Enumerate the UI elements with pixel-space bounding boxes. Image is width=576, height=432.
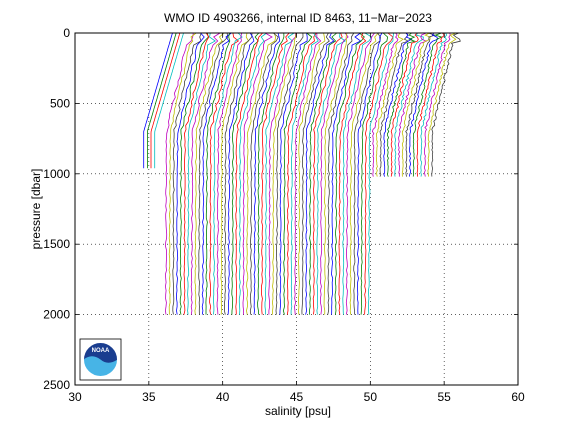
profile-line [319,32,349,315]
profile-line [367,32,395,315]
profile-line [420,32,448,177]
profile-line [242,32,273,315]
profile-line [279,32,308,315]
profile-line [412,32,443,177]
logo-text: NOAA [92,348,110,354]
profile-line [264,32,295,315]
profile-line [212,32,243,315]
profile-line [390,32,419,177]
profile-line [398,32,428,177]
profile-line [360,32,389,315]
profile-line [290,32,319,315]
profile-line [364,32,394,315]
profile-line [305,32,335,315]
profile-line [260,32,290,315]
x-tick-label: 35 [142,390,156,404]
profile-line [143,32,173,169]
profile-line [223,32,253,315]
x-tick-label: 50 [364,390,378,404]
profile-line [190,32,221,315]
y-tick-label: 2000 [43,308,70,322]
y-tick-label: 500 [50,96,70,110]
profile-line [282,32,313,315]
y-tick-label: 1000 [43,167,70,181]
profile-line [150,32,181,169]
profile-line [416,32,446,177]
profile-line [257,32,285,315]
profile-line [356,32,383,315]
profile-line [379,32,410,177]
profile-line [164,32,194,315]
y-tick-label: 1500 [43,237,70,251]
profile-line [334,32,365,315]
profile-line [271,32,297,315]
profile-line [253,32,281,315]
profile-line [231,32,260,315]
profile-line [201,32,232,315]
profile-line [268,32,296,315]
y-tick-label: 0 [63,26,70,40]
x-tick-label: 60 [511,390,525,404]
profile-line [246,32,277,315]
profile-line [345,32,375,315]
noaa-logo: NOAA [79,338,122,381]
profile-line [286,32,317,315]
profile-line [198,32,229,315]
profile-line [353,32,381,315]
profile-line [308,32,338,315]
profile-line [227,32,255,315]
profile-line [383,32,413,177]
profile-line [249,32,279,315]
profile-line [394,32,424,177]
profile-line [176,32,205,315]
profile-line [316,32,347,315]
profile-line [409,32,439,177]
profile-line [179,32,209,315]
profile-line [209,32,240,315]
profile-line [205,32,231,315]
profile-line [168,32,197,315]
profile-line [220,32,250,315]
profile-line [312,32,343,315]
profile-line [146,32,177,169]
profile-line [401,32,431,177]
profile-line [187,32,216,315]
profile-line [342,32,373,315]
profile-line [297,32,326,315]
profile-line [331,32,362,315]
profile-line [405,32,436,177]
profile-line [375,32,404,177]
profile-line [349,32,379,315]
profile-line [294,32,322,315]
y-axis-label: pressure [dbar] [29,169,43,250]
chart-title: WMO ID 4903266, internal ID 8463, 11−Mar… [164,11,432,25]
axis-ticks: 30 35 40 45 50 55 60 0 500 1000 1500 2000 2500 [43,26,525,404]
profile-line [427,32,457,177]
profile-line [371,32,399,177]
x-tick-label: 30 [68,390,82,404]
profile-line [327,32,355,315]
profile-line [154,32,184,169]
profile-line [183,32,210,315]
profile-line [386,32,416,177]
profiles [143,32,461,315]
profile-line [172,32,202,315]
profile-line [323,32,348,315]
x-tick-label: 40 [216,390,230,404]
profile-line [423,32,451,177]
profile-line [275,32,304,315]
profile-line [338,32,367,315]
y-tick-label: 2500 [43,378,70,392]
x-axis-label: salinity [psu] [265,404,331,418]
profile-line [235,32,263,315]
profile-line [194,32,225,315]
profile-line [431,32,461,177]
x-tick-label: 45 [290,390,304,404]
profile-line [301,32,330,315]
profile-line [216,32,243,315]
x-tick-label: 55 [437,390,451,404]
profile-line [238,32,267,315]
